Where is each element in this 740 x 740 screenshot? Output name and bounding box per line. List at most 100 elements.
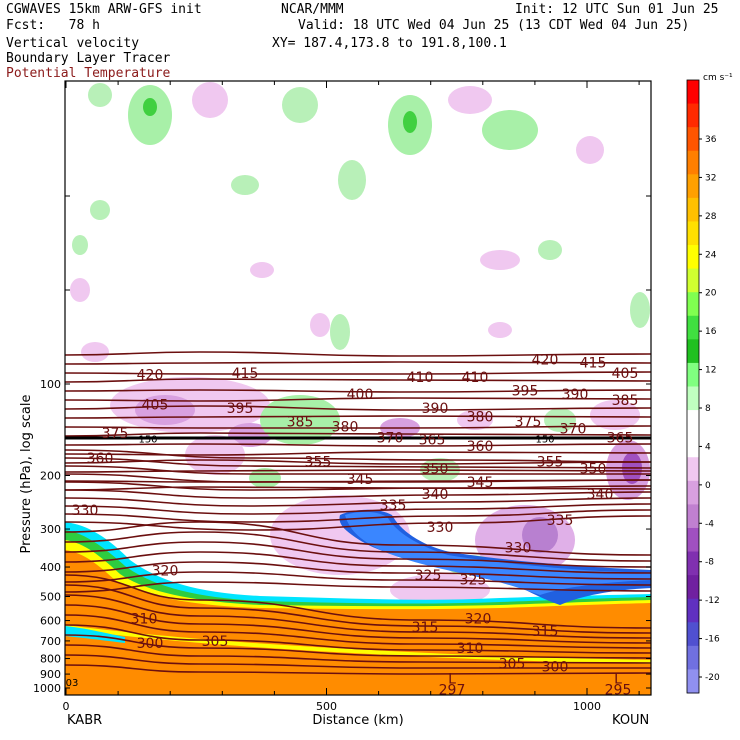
elevated-tracer-plume-edge — [345, 511, 651, 595]
downdraft-area — [81, 342, 109, 362]
updraft-area — [231, 175, 259, 195]
colorbar-swatch — [687, 598, 699, 623]
tracer-cyan-tongue — [65, 626, 125, 643]
contour-label: 315 — [532, 624, 559, 640]
y-tick-label: 300 — [40, 523, 61, 536]
contour-label: 297 — [439, 682, 466, 698]
colorbar-swatch — [687, 339, 699, 364]
right-station-label: KOUN — [612, 713, 649, 728]
colorbar-swatch — [687, 362, 699, 387]
contour-label: 150 — [138, 435, 157, 446]
theta-contour — [65, 371, 651, 375]
contour-label: 370 — [560, 421, 587, 437]
contour-label: 420 — [137, 367, 164, 383]
colorbar-swatch — [687, 575, 699, 600]
colorbar-swatch — [687, 433, 699, 458]
contour-label: 325 — [460, 573, 487, 589]
tracer-lower-band-yellow — [65, 625, 651, 664]
contour-label: 415 — [580, 356, 607, 372]
contour-label: 405 — [612, 366, 639, 382]
updraft-area — [630, 292, 650, 328]
colorbar-label: 4 — [705, 442, 711, 452]
theta-contour — [65, 664, 651, 675]
y-tick-label: 500 — [40, 590, 61, 603]
theta-contour — [65, 654, 651, 669]
contour-label: 370 — [377, 431, 404, 447]
theta-contour — [65, 624, 651, 654]
contour-label: 345 — [347, 472, 374, 488]
downdraft-area — [448, 86, 492, 114]
updraft-area — [88, 83, 112, 107]
colorbar-label: -8 — [705, 558, 714, 568]
contour-label: 380 — [467, 410, 494, 426]
valid-time: Valid: 18 UTC Wed 04 Jun 25 (13 CDT Wed … — [298, 18, 690, 33]
colorbar-swatch — [687, 551, 699, 576]
contour-label: 320 — [152, 563, 179, 579]
y-tick-label: 600 — [40, 615, 61, 628]
contour-label: 390 — [562, 387, 589, 403]
theta-contour — [65, 432, 651, 437]
downdraft-area — [390, 574, 490, 606]
contour-label: 375 — [102, 426, 129, 442]
contour-label: 405 — [142, 398, 169, 414]
model-title: CGWAVES 15km ARW-GFS init — [6, 2, 202, 17]
colorbar-swatch — [687, 245, 699, 270]
vertical-velocity-shading — [70, 82, 650, 606]
contour-label: 320 — [465, 611, 492, 627]
downdraft-area — [480, 250, 520, 270]
y-tick-label: 700 — [40, 635, 61, 648]
contour-label: 335 — [380, 498, 407, 514]
theta-contour — [65, 457, 651, 469]
contour-label: 385 — [612, 393, 639, 409]
theta-contour — [65, 561, 651, 580]
downdraft-area — [192, 82, 228, 118]
contour-label: 360 — [467, 439, 494, 455]
contour-label: 345 — [467, 475, 494, 491]
contour-label: 325 — [415, 568, 442, 584]
colorbar-label: 20 — [705, 289, 717, 299]
theta-contour — [65, 541, 651, 568]
theta-contour — [65, 451, 651, 456]
contour-label: 330 — [72, 503, 99, 519]
contour-label: 350 — [422, 462, 449, 478]
contour-label: 355 — [537, 455, 564, 471]
theta-contour — [65, 486, 651, 491]
contour-label: 300 — [542, 660, 569, 676]
contour-label: 390 — [422, 401, 449, 417]
init-time: Init: 12 UTC Sun 01 Jun 25 — [515, 2, 719, 17]
contour-label: 395 — [227, 401, 254, 417]
theta-contour — [65, 473, 651, 483]
theta-contour — [65, 521, 651, 556]
y-tick-label: 900 — [40, 668, 61, 681]
theta-contour — [65, 584, 651, 634]
theta-contour — [65, 351, 651, 357]
theta-contour — [65, 469, 651, 473]
contour-label: 415 — [232, 366, 259, 382]
colorbar-label: -4 — [705, 519, 714, 529]
colorbar-swatch — [687, 292, 699, 317]
downdraft-area — [250, 262, 274, 278]
colorbar-label: 32 — [705, 173, 716, 183]
theta-contour — [65, 614, 651, 649]
theta-contour — [65, 581, 651, 593]
field-vertical-velocity: Vertical velocity — [6, 36, 140, 51]
theta-contour — [65, 551, 651, 574]
contour-label: 330 — [427, 520, 454, 536]
x-tick-label: 1000 — [573, 700, 601, 713]
contour-label: 365 — [607, 431, 634, 447]
contour-label: 400 — [347, 387, 374, 403]
contour-label: 355 — [305, 455, 332, 471]
y-tick-label: 1000 — [33, 682, 61, 695]
contour-label: 410 — [407, 370, 434, 386]
colorbar-swatch — [687, 669, 699, 694]
contour-label: 365 — [419, 432, 446, 448]
org-label: NCAR/MMM — [281, 2, 344, 17]
colorbar-swatch — [687, 80, 699, 105]
contour-label: 360 — [87, 451, 114, 467]
theta-contour — [65, 594, 651, 639]
colorbar-label: 16 — [705, 327, 717, 337]
theta-contour — [65, 425, 651, 429]
theta-contour — [65, 503, 651, 515]
updraft-core — [403, 111, 417, 133]
